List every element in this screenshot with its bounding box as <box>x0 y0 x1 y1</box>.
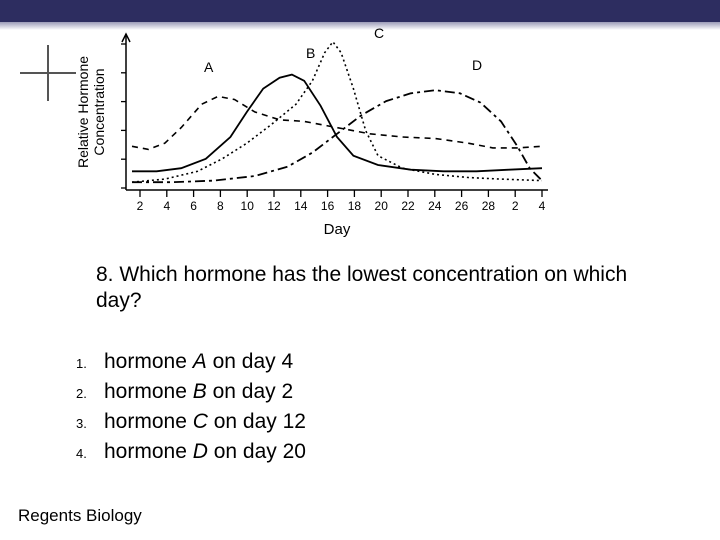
svg-text:B: B <box>306 45 315 61</box>
svg-text:C: C <box>374 28 384 41</box>
svg-text:6: 6 <box>190 199 197 213</box>
choice-number: 1. <box>70 356 104 371</box>
answer-choices: 1.hormone A on day 42.hormone B on day 2… <box>70 350 306 470</box>
svg-text:4: 4 <box>163 199 170 213</box>
svg-text:8: 8 <box>217 199 224 213</box>
answer-choice: 4.hormone D on day 20 <box>70 440 306 464</box>
svg-text:24: 24 <box>428 199 442 213</box>
chart-svg: 24681012141618202224262824DayRelative Ho… <box>74 28 566 248</box>
svg-text:20: 20 <box>375 199 389 213</box>
svg-text:10: 10 <box>241 199 255 213</box>
svg-text:18: 18 <box>348 199 362 213</box>
svg-text:22: 22 <box>401 199 415 213</box>
svg-text:D: D <box>472 57 482 73</box>
answer-choice: 3.hormone C on day 12 <box>70 410 306 434</box>
crosshair-icon <box>20 45 76 101</box>
title-bar <box>0 0 720 22</box>
svg-text:14: 14 <box>294 199 308 213</box>
svg-text:2: 2 <box>512 199 519 213</box>
footer-text: Regents Biology <box>18 506 142 526</box>
answer-choice: 1.hormone A on day 4 <box>70 350 306 374</box>
svg-text:4: 4 <box>539 199 546 213</box>
choice-number: 4. <box>70 446 104 461</box>
svg-text:Concentration: Concentration <box>91 68 107 155</box>
svg-text:A: A <box>204 59 214 75</box>
svg-text:28: 28 <box>482 199 496 213</box>
question-number: 8. <box>96 263 114 286</box>
choice-number: 3. <box>70 416 104 431</box>
svg-text:16: 16 <box>321 199 335 213</box>
question-body: Which hormone has the lowest concentrati… <box>96 263 627 312</box>
choice-text: hormone A on day 4 <box>104 350 293 374</box>
hormone-chart: 24681012141618202224262824DayRelative Ho… <box>74 28 566 248</box>
choice-text: hormone D on day 20 <box>104 440 306 464</box>
answer-choice: 2.hormone B on day 2 <box>70 380 306 404</box>
svg-text:26: 26 <box>455 199 469 213</box>
question-text: 8. Which hormone has the lowest concentr… <box>96 262 656 315</box>
choice-text: hormone C on day 12 <box>104 410 306 434</box>
svg-text:Relative Hormone: Relative Hormone <box>75 56 91 168</box>
svg-text:Day: Day <box>324 221 351 238</box>
choice-number: 2. <box>70 386 104 401</box>
svg-text:12: 12 <box>267 199 281 213</box>
svg-text:2: 2 <box>137 199 144 213</box>
choice-text: hormone B on day 2 <box>104 380 293 404</box>
